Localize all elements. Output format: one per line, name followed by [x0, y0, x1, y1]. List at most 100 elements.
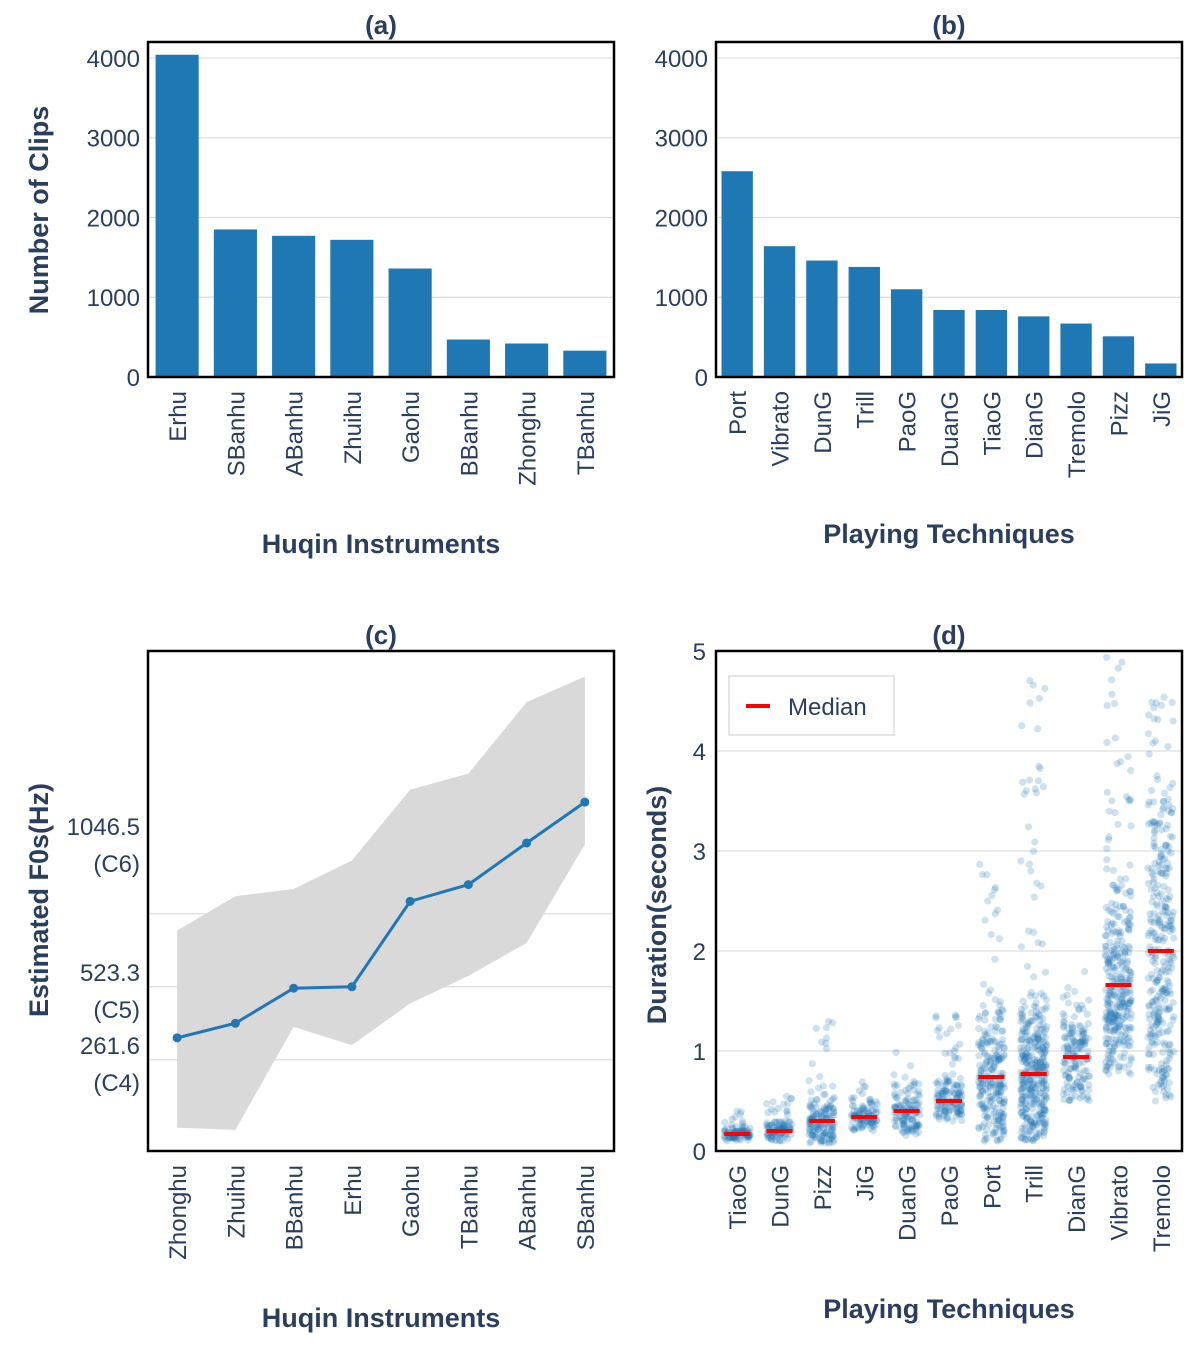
scatter-point: [1064, 1044, 1072, 1052]
scatter-point: [1164, 743, 1172, 751]
scatter-point: [1063, 1034, 1071, 1043]
scatter-point: [997, 1134, 1005, 1142]
scatter-point: [987, 986, 995, 994]
scatter-point: [788, 1095, 796, 1103]
scatter-point: [818, 1132, 826, 1140]
scatter-point: [980, 980, 988, 988]
scatter-point: [1024, 1057, 1033, 1065]
scatter-point: [733, 1134, 741, 1142]
scatter-point: [869, 1122, 877, 1130]
scatter-point: [1077, 1083, 1085, 1091]
scatter-point: [981, 1016, 989, 1024]
scatter-point: [1149, 929, 1157, 937]
scatter-point: [1035, 694, 1043, 703]
scatter-point: [851, 1124, 859, 1132]
scatter-point: [1126, 861, 1134, 869]
scatter-point: [1103, 845, 1111, 853]
scatter-point: [913, 1121, 921, 1129]
bar: [505, 343, 549, 377]
scatter-point: [1078, 1088, 1086, 1096]
scatter-point: [941, 1102, 949, 1110]
scatter-point: [1161, 920, 1169, 929]
scatter-point: [829, 1095, 837, 1103]
scatter-point: [1122, 906, 1130, 914]
scatter-point: [1111, 991, 1119, 999]
scatter-point: [1025, 860, 1033, 868]
scatter-point: [1022, 1113, 1030, 1122]
scatter-point: [775, 1117, 783, 1125]
scatter-point: [950, 1054, 958, 1062]
scatter-point: [850, 1107, 858, 1115]
scatter-point: [1120, 1003, 1128, 1011]
scatter-point: [983, 1040, 991, 1048]
scatter-point: [1123, 959, 1131, 967]
scatter-point: [1074, 1029, 1083, 1037]
scatter-point: [908, 1123, 916, 1132]
scatter-point: [1149, 997, 1157, 1006]
scatter-point: [817, 1135, 825, 1143]
scatter-point: [1115, 1038, 1123, 1046]
scatter-point: [943, 1030, 951, 1038]
scatter-point: [900, 1128, 908, 1136]
scatter-point: [1146, 988, 1154, 996]
scatter-point: [815, 1125, 823, 1133]
scatter-point: [904, 1089, 912, 1097]
scatter-point: [1078, 1035, 1086, 1043]
scatter-point: [1126, 1042, 1134, 1050]
scatter-point: [990, 886, 999, 894]
scatter-point: [1119, 902, 1127, 910]
scatter-point: [1117, 987, 1125, 995]
series-point: [463, 880, 473, 890]
scatter-point: [1019, 1111, 1028, 1120]
scatter-point: [992, 1128, 1000, 1136]
scatter-point: [984, 1082, 992, 1090]
scatter-point: [1071, 1064, 1079, 1072]
scatter-point: [1028, 1044, 1036, 1052]
scatter-point: [1065, 1097, 1073, 1105]
panel-c-frame: [146, 649, 616, 1153]
scatter-point: [1155, 1018, 1163, 1026]
scatter-point: [996, 1080, 1005, 1088]
scatter-point: [1040, 1053, 1048, 1061]
scatter-point: [1032, 1025, 1041, 1033]
scatter-point: [975, 1052, 983, 1060]
scatter-point: [983, 871, 991, 879]
scatter-point: [1041, 1033, 1049, 1041]
scatter-point: [1115, 1022, 1123, 1030]
scatter-point: [1034, 1033, 1042, 1041]
scatter-point: [1144, 711, 1153, 719]
scatter-point: [1022, 787, 1030, 795]
x-tick-label: DianG: [1064, 1165, 1091, 1233]
scatter-point: [1074, 1045, 1082, 1053]
scatter-point: [1070, 1038, 1078, 1046]
scatter-point: [1106, 1027, 1114, 1035]
scatter-point: [1023, 1131, 1031, 1139]
scatter-point: [989, 1130, 997, 1138]
scatter-point: [999, 1082, 1007, 1091]
bar: [1018, 316, 1050, 377]
scatter-point: [1028, 1079, 1036, 1087]
scatter-point: [820, 1090, 828, 1098]
scatter-point: [1033, 1133, 1041, 1142]
scatter-point: [771, 1118, 779, 1126]
scatter-point: [1017, 1109, 1026, 1117]
scatter-point: [1151, 737, 1160, 745]
scatter-point: [1112, 905, 1120, 913]
y-tick-label: 3000: [87, 126, 140, 153]
scatter-point: [1030, 928, 1038, 936]
scatter-point: [1127, 969, 1135, 977]
scatter-point: [1122, 964, 1130, 972]
scatter-point: [721, 1125, 729, 1134]
scatter-point: [782, 1092, 791, 1100]
scatter-point: [863, 1118, 871, 1126]
scatter-point: [1151, 959, 1159, 967]
scatter-point: [913, 1122, 921, 1130]
scatter-point: [1107, 921, 1115, 929]
scatter-point: [910, 1086, 918, 1094]
scatter-point: [1160, 902, 1168, 910]
scatter-point: [1116, 1062, 1124, 1070]
scatter-point: [1079, 1092, 1087, 1100]
scatter-point: [1149, 974, 1157, 983]
scatter-point: [1038, 1055, 1047, 1063]
scatter-point: [811, 1134, 819, 1142]
